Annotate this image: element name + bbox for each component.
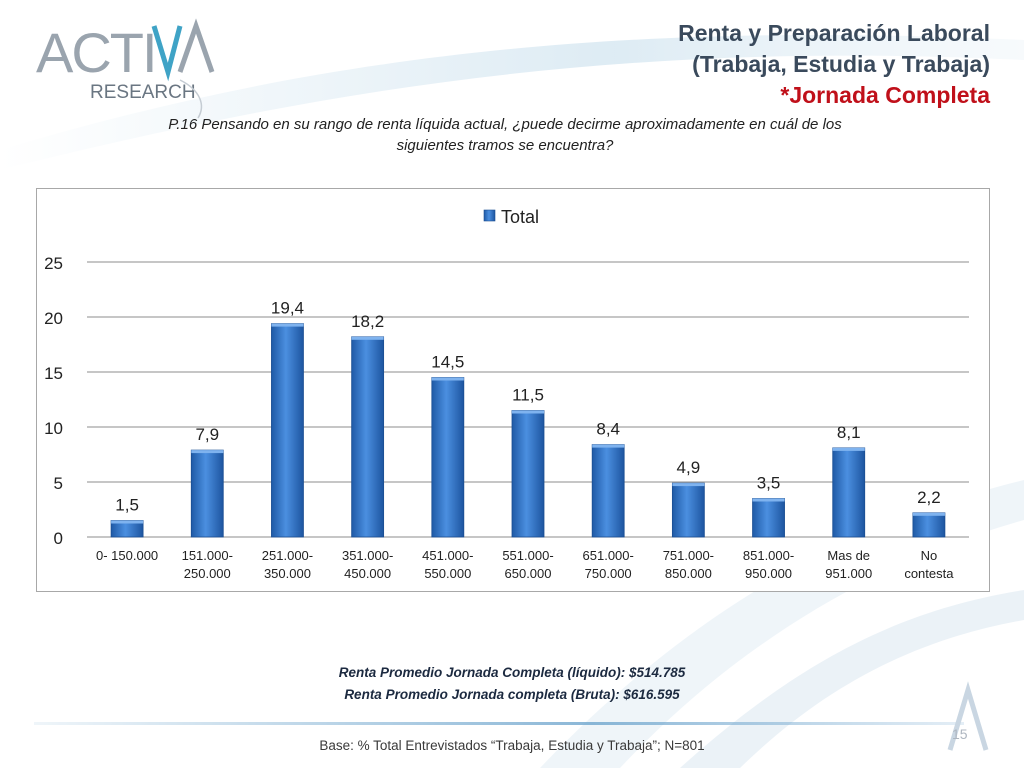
bar (431, 377, 465, 538)
x-tick-label: 450.000 (344, 566, 391, 581)
data-label: 18,2 (351, 312, 384, 331)
x-tick-label: 850.000 (665, 566, 712, 581)
data-label: 4,9 (677, 458, 701, 477)
bar (752, 498, 785, 538)
y-tick-label: 5 (54, 474, 63, 493)
survey-question: P.16 Pensando en su rango de renta líqui… (80, 114, 930, 156)
title-line-3: *Jornada Completa (780, 82, 990, 108)
data-label: 2,2 (917, 488, 941, 507)
bar (351, 336, 385, 538)
x-tick-label: 250.000 (184, 566, 231, 581)
average-income: Renta Promedio Jornada Completa (líquido… (0, 662, 1024, 706)
activa-research-logo: ACT I RESEARCH (36, 18, 215, 119)
data-label: 3,5 (757, 474, 781, 493)
bar-top-highlight (191, 450, 224, 454)
bar-top-highlight (431, 377, 464, 381)
bar-top-highlight (672, 483, 705, 487)
svg-text:I: I (142, 21, 158, 84)
bar-top-highlight (592, 444, 625, 448)
bar (671, 482, 705, 538)
bar (912, 512, 946, 538)
chart-svg: 0 5 10 15 20 25 1,5 7,9 19,4 18,2 14,5 11,5 8,4 4,9 3… (44, 207, 969, 581)
bar-top-highlight (512, 410, 544, 414)
legend: Total (483, 207, 539, 227)
x-tick-label: 551.000- (502, 548, 553, 563)
x-tick-label: 251.000- (262, 548, 313, 563)
title-line-1: Renta y Preparación Laboral (678, 20, 990, 46)
bar (591, 444, 625, 538)
average-net: Renta Promedio Jornada Completa (líquido… (338, 665, 686, 680)
x-tick-label: 151.000- (182, 548, 233, 563)
x-tick-label: 351.000- (342, 548, 393, 563)
svg-text:RESEARCH: RESEARCH (90, 82, 196, 103)
average-gross: Renta Promedio Jornada completa (Bruta):… (344, 687, 680, 702)
x-tick-label: 951.000 (825, 566, 872, 581)
question-line-2: siguientes tramos se encuentra? (396, 137, 614, 154)
page-number: 15 (952, 726, 968, 742)
x-tick-label: 550.000 (424, 566, 471, 581)
bar (271, 323, 304, 538)
footer-logo-icon (947, 681, 989, 751)
x-tick-label: 451.000- (422, 548, 473, 563)
question-line-1: P.16 Pensando en su rango de renta líqui… (168, 116, 842, 133)
x-tick-label: 650.000 (505, 566, 552, 581)
bar (511, 410, 545, 538)
data-label: 8,1 (837, 423, 861, 442)
data-label: 14,5 (431, 353, 464, 372)
x-tick-label: 750.000 (585, 566, 632, 581)
data-label: 19,4 (271, 299, 304, 318)
x-tick-label: Mas de (827, 548, 870, 563)
x-tick-label: contesta (904, 566, 954, 581)
y-tick-label: 15 (44, 364, 63, 383)
footer-divider (34, 722, 964, 725)
bar-top-highlight (752, 498, 785, 502)
x-tick-label: No (921, 548, 938, 563)
bar-top-highlight (351, 336, 384, 340)
bars (110, 323, 946, 538)
y-tick-label: 0 (54, 529, 63, 548)
bar-top-highlight (912, 512, 945, 516)
data-labels: 1,5 7,9 19,4 18,2 14,5 11,5 8,4 4,9 3,5 8,1 2,2 (115, 299, 940, 515)
bar (190, 449, 224, 538)
x-tick-label: 950.000 (745, 566, 792, 581)
legend-label: Total (501, 207, 539, 227)
svg-text:ACT: ACT (36, 21, 143, 84)
legend-swatch (483, 209, 496, 222)
bar-top-highlight (111, 520, 144, 524)
bar-chart: 0 5 10 15 20 25 1,5 7,9 19,4 18,2 14,5 11,5 8,4 4,9 3… (36, 188, 990, 592)
x-tick-label: 851.000- (743, 548, 794, 563)
slide-title: Renta y Preparación Laboral (Trabaja, Es… (678, 18, 990, 111)
bar-top-highlight (271, 323, 304, 327)
bar-top-highlight (832, 447, 865, 451)
data-label: 8,4 (596, 420, 620, 439)
y-axis-ticks: 0 5 10 15 20 25 (44, 254, 63, 548)
x-tick-label: 350.000 (264, 566, 311, 581)
bar (832, 447, 866, 538)
x-tick-label: 0- 150.000 (96, 548, 158, 563)
base-note: Base: % Total Entrevistados “Trabaja, Es… (319, 738, 705, 753)
x-axis-ticks: 0- 150.000 151.000- 250.000 251.000- 350.000… (96, 548, 954, 581)
y-tick-label: 20 (44, 309, 63, 328)
y-tick-label: 25 (44, 254, 63, 273)
data-label: 7,9 (195, 425, 219, 444)
x-tick-label: 751.000- (663, 548, 714, 563)
x-tick-label: 651.000- (583, 548, 634, 563)
data-label: 11,5 (512, 386, 544, 405)
title-line-2: (Trabaja, Estudia y Trabaja) (692, 51, 990, 77)
data-label: 1,5 (115, 496, 139, 515)
y-tick-label: 10 (44, 419, 63, 438)
